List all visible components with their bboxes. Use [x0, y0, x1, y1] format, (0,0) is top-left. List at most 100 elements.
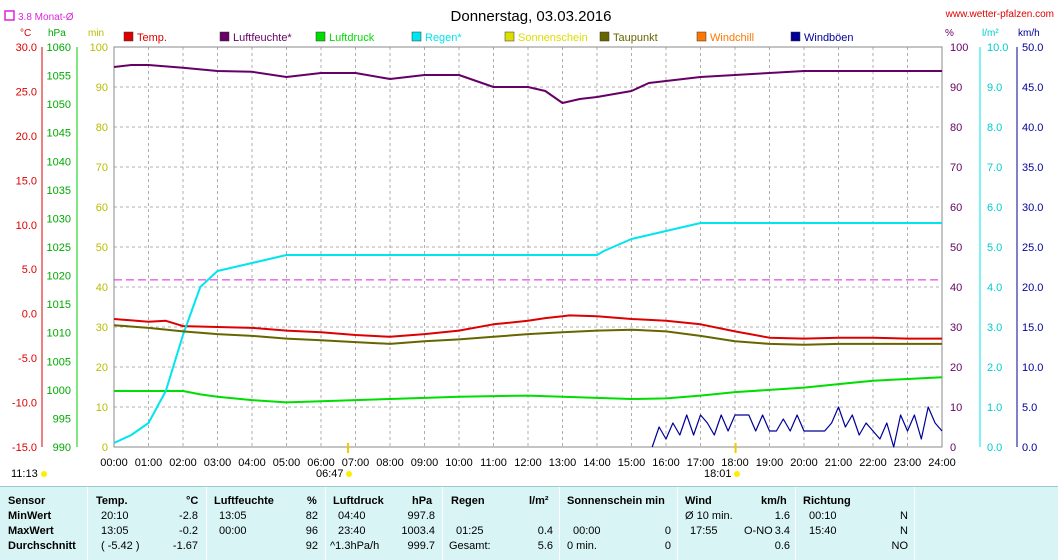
wind-tick-label: 10.0 — [1022, 362, 1043, 374]
time-tick-label: 14:00 — [583, 457, 611, 469]
table-filler — [914, 487, 1058, 560]
rain-tick-label: 8.0 — [987, 122, 1002, 134]
wind-tick-label: 15.0 — [1022, 322, 1043, 334]
temp-unit-header: °C — [186, 495, 199, 507]
temp-min-value: -2.8 — [179, 510, 198, 522]
time-tick-label: 17:00 — [687, 457, 715, 469]
direction-avg-value: NO — [891, 540, 909, 552]
rain-header: Regen — [451, 495, 485, 507]
time-tick-label: 13:00 — [549, 457, 577, 469]
chart-axes: 30.0 25.0 20.0 15.0 10.0 5.0 0.0 -5.0 -10.0 -15.0… — [12, 42, 1044, 454]
time-tick-label: 23:00 — [894, 457, 922, 469]
table-rain-section: Regen l/m² 01:25 0.4 Gesamt: 5.6 — [442, 487, 559, 560]
site-link[interactable]: www.wetter-pfalzen.com — [945, 9, 1054, 20]
rain-tick-label: 9.0 — [987, 82, 1002, 94]
humidity-tick-label: 60 — [950, 202, 962, 214]
legend-swatch — [504, 31, 515, 42]
rain-tick-label: 1.0 — [987, 402, 1002, 414]
temp-header: Temp. — [96, 495, 128, 507]
monat-marker-icon — [4, 10, 15, 21]
humidity-header: Luftfeuchte — [214, 495, 274, 507]
daylength-label: 11:13 — [11, 468, 38, 480]
temp-avg-extra: ( -5.42 ) — [101, 540, 140, 552]
sun-tick-label: 40 — [96, 282, 108, 294]
pressure-line — [114, 376, 943, 404]
pressure-tick-label: 1040 — [47, 156, 71, 168]
humidity-tick-label: 70 — [950, 162, 962, 174]
temp-tick-label: -10.0 — [12, 398, 37, 410]
temp-tick-label: 15.0 — [16, 175, 37, 187]
humidity-tick-label: 90 — [950, 82, 962, 94]
wind-header: Wind — [685, 495, 712, 507]
avg-row-label: Durchschnitt — [8, 540, 76, 552]
chart-legend: Temp. Luftfeuchte* Luftdruck Regen* Sonnensc… — [123, 31, 854, 44]
time-tick-label: 09:00 — [411, 457, 439, 469]
legend-swatch — [599, 31, 610, 42]
pressure-max-time: 23:40 — [338, 525, 366, 537]
daylength-sun-icon — [41, 471, 47, 477]
humidity-min-value: 82 — [305, 510, 318, 522]
time-tick-label: 20:00 — [790, 457, 818, 469]
legend-label: Luftfeuchte* — [233, 32, 292, 44]
legend-label: Windchill — [710, 32, 754, 44]
temp-avg-value: -1.67 — [172, 540, 198, 552]
rain-total-value: 5.6 — [537, 540, 553, 552]
wind-tick-label: 0.0 — [1022, 442, 1037, 454]
temp-tick-label: 10.0 — [16, 220, 37, 232]
time-tick-label: 12:00 — [514, 457, 542, 469]
pressure-unit-header: hPa — [412, 495, 433, 507]
sun-tick-label: 0 — [102, 442, 108, 454]
time-tick-label: 06:00 — [307, 457, 335, 469]
legend-label: Sonnenschein — [518, 32, 588, 44]
time-tick-label: 04:00 — [238, 457, 266, 469]
temp-tick-label: 20.0 — [16, 131, 37, 143]
wind-gust-line — [651, 406, 943, 448]
wind-tick-label: 20.0 — [1022, 282, 1043, 294]
pressure-min-time: 04:40 — [338, 510, 366, 522]
pressure-tick-label: 1030 — [47, 213, 71, 225]
direction-min-time: 00:10 — [809, 510, 837, 522]
max-row-label: MaxWert — [8, 525, 54, 537]
pressure-tick-label: 995 — [53, 413, 71, 425]
sunshine-max-value: 0 — [664, 525, 671, 537]
rain-line — [113, 222, 942, 444]
wind-avg-label: Ø 10 min. — [685, 510, 733, 522]
wind-tick-label: 25.0 — [1022, 242, 1043, 254]
temp-tick-label: 30.0 — [16, 42, 37, 54]
humidity-tick-label: 20 — [950, 362, 962, 374]
humidity-unit: % — [945, 28, 954, 39]
time-tick-label: 07:00 — [342, 457, 370, 469]
wind-unit-header: km/h — [761, 495, 787, 507]
wind-tick-label: 45.0 — [1022, 82, 1043, 94]
rain-tick-label: 6.0 — [987, 202, 1002, 214]
temp-unit: °C — [20, 28, 31, 39]
wind-unit: km/h — [1018, 28, 1040, 39]
direction-header: Richtung — [803, 495, 851, 507]
pressure-header: Luftdruck — [333, 495, 384, 507]
table-temp-section: Temp. °C 20:10 -2.8 13:05 -0.2 ( -5.42 )… — [87, 487, 206, 560]
temp-tick-label: 25.0 — [16, 86, 37, 98]
table-pressure-section: Luftdruck hPa 04:40 997.8 23:40 1003.4 ^… — [325, 487, 442, 560]
rain-max-time: 01:25 — [456, 525, 484, 537]
wind-tick-label: 40.0 — [1022, 122, 1043, 134]
direction-min-value: N — [900, 510, 908, 522]
chart-title: Donnerstag, 03.03.2016 — [451, 8, 612, 25]
rain-tick-label: 10.0 — [987, 42, 1008, 54]
sunrise-icon — [346, 471, 352, 477]
temperature-line — [113, 314, 942, 340]
rain-tick-label: 5.0 — [987, 242, 1002, 254]
humidity-tick-label: 40 — [950, 282, 962, 294]
sunshine-max-time: 00:00 — [573, 525, 601, 537]
time-tick-label: 18:00 — [721, 457, 749, 469]
pressure-tick-label: 1000 — [47, 385, 71, 397]
sunset-icon — [734, 471, 740, 477]
pressure-tick-label: 1025 — [47, 242, 71, 254]
time-tick-label: 05:00 — [273, 457, 301, 469]
humidity-min-time: 13:05 — [219, 510, 247, 522]
legend-swatch — [315, 31, 326, 42]
rain-unit-header: l/m² — [529, 495, 549, 507]
pressure-tick-label: 1020 — [47, 271, 71, 283]
rain-tick-label: 4.0 — [987, 282, 1002, 294]
time-tick-label: 00:00 — [100, 457, 128, 469]
table-direction-section: Richtung 00:10 N 15:40 N NO — [795, 487, 914, 560]
